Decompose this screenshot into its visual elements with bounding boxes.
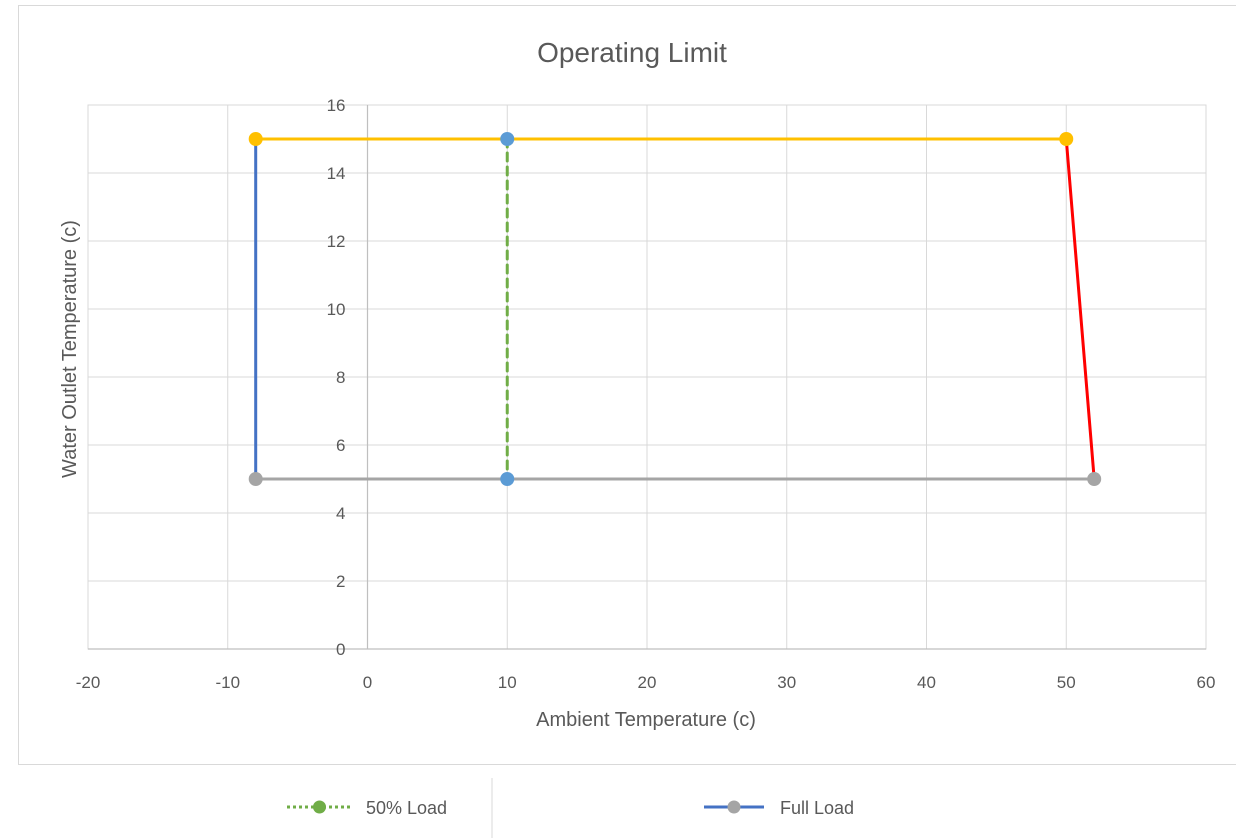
x-tick-label: 50 xyxy=(1057,673,1076,692)
y-tick-label: 4 xyxy=(336,504,345,523)
legend-label: Full Load xyxy=(780,798,854,818)
x-tick-label: -10 xyxy=(215,673,240,692)
axes xyxy=(88,105,1206,650)
y-tick-label: 0 xyxy=(336,640,345,659)
legend-label: 50% Load xyxy=(366,798,447,818)
series xyxy=(248,132,1102,486)
x-tick-label: 60 xyxy=(1197,673,1216,692)
y-tick-label: 2 xyxy=(336,572,345,591)
data-point xyxy=(1087,472,1102,486)
series-line xyxy=(1064,137,1096,481)
x-tick-label: 30 xyxy=(777,673,796,692)
legend-marker xyxy=(313,800,326,814)
y-tick-label: 10 xyxy=(327,300,346,319)
data-point xyxy=(500,472,515,486)
x-tick-label: 40 xyxy=(917,673,936,692)
legend-marker xyxy=(727,800,741,814)
y-tick-label: 12 xyxy=(327,232,346,251)
chart-title: Operating Limit xyxy=(537,37,727,68)
y-tick-label: 8 xyxy=(336,368,345,387)
data-point xyxy=(248,132,263,146)
data-point xyxy=(1059,132,1074,146)
x-tick-label: 10 xyxy=(498,673,517,692)
x-tick-label: 0 xyxy=(363,673,372,692)
x-tick-label: -20 xyxy=(76,673,101,692)
y-tick-label: 16 xyxy=(327,96,346,115)
y-tick-label: 6 xyxy=(336,436,345,455)
chart-area xyxy=(18,5,1236,765)
data-point xyxy=(500,132,515,146)
y-tick-label: 14 xyxy=(327,164,346,183)
x-tick-label: 20 xyxy=(638,673,657,692)
legend: 50% Load Full Load xyxy=(287,778,854,838)
x-axis-label: Ambient Temperature (c) xyxy=(536,709,756,731)
data-point xyxy=(248,472,263,486)
y-axis-label: Water Outlet Temperature (c) xyxy=(59,220,81,478)
tick-labels: -20 -10 0 10 20 30 40 50 60 0 2 4 6 8 10 12 14 16 xyxy=(76,96,1216,692)
